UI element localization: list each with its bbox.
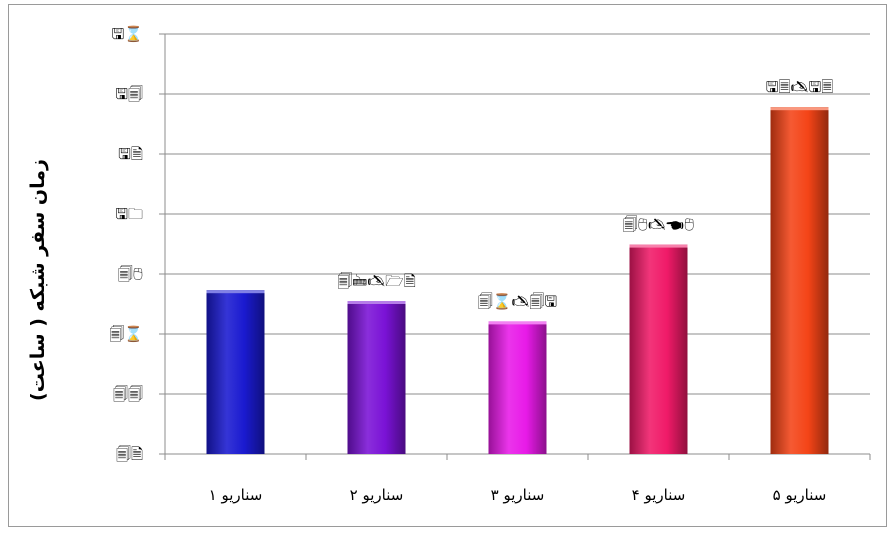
bar-top-highlight bbox=[347, 301, 406, 304]
data-label: 🗐🖮🖎🗁🗎 bbox=[337, 271, 416, 290]
bar bbox=[629, 244, 688, 454]
data-label: 🗐🖰🖎🖜🖰 bbox=[623, 215, 694, 234]
y-tick-label: 🗐🖰 bbox=[118, 264, 143, 283]
bar bbox=[206, 290, 265, 454]
data-label: 🖫🗏🖎🖫🗏 bbox=[766, 78, 834, 96]
category-label: سناریو ۲ bbox=[350, 486, 404, 504]
y-tick-label: 🗐🗐 bbox=[113, 384, 143, 403]
y-tick-label: 🖫🗐 bbox=[115, 84, 143, 103]
y-axis-title: زمان سفر شبکه ( ساعت) bbox=[8, 150, 68, 410]
y-tick-label: 🖫🗎 bbox=[118, 145, 143, 163]
y-tick-label: 🖫🗀 bbox=[115, 205, 143, 223]
bar-top-highlight bbox=[629, 244, 688, 248]
bar bbox=[770, 107, 829, 454]
y-tick-label: 🗐⌛ bbox=[109, 324, 143, 343]
y-axis-title-text: زمان سفر شبکه ( ساعت) bbox=[27, 159, 50, 401]
bar-top-highlight bbox=[206, 290, 265, 294]
bar-top-highlight bbox=[770, 107, 829, 111]
y-tick-label: 🗐🗎 bbox=[116, 444, 143, 463]
category-labels: سناریو ۱ سناریو ۲ سناریو ۳ سناریو ۴ سناریو ۵ bbox=[209, 486, 827, 504]
category-label: سناریو ۱ bbox=[209, 486, 263, 504]
chart-frame bbox=[8, 4, 887, 527]
data-label: 🗐⌛🖎🗐🖫 bbox=[478, 291, 558, 310]
data-labels: 🗐🖮🖎🗁🗎 🗐⌛🖎🗐🖫 🗐🖰🖎🖜🖰 🖫🗏🖎🖫🗏 bbox=[337, 78, 833, 310]
y-tick-labels: 🗐🗎 🗐🗐 🗐⌛ 🗐🖰 🖫🗀 🖫🗎 🖫🗐 🖫⌛ bbox=[109, 25, 143, 463]
bar bbox=[347, 301, 406, 454]
category-label: سناریو ۳ bbox=[491, 486, 545, 504]
category-label: سناریو ۵ bbox=[773, 486, 827, 504]
bars bbox=[206, 107, 829, 454]
bar-top-highlight bbox=[488, 321, 547, 325]
y-tick-label: 🖫⌛ bbox=[112, 25, 143, 43]
category-label: سناریو ۴ bbox=[632, 486, 686, 504]
gridlines bbox=[165, 33, 870, 395]
bar bbox=[488, 321, 547, 454]
